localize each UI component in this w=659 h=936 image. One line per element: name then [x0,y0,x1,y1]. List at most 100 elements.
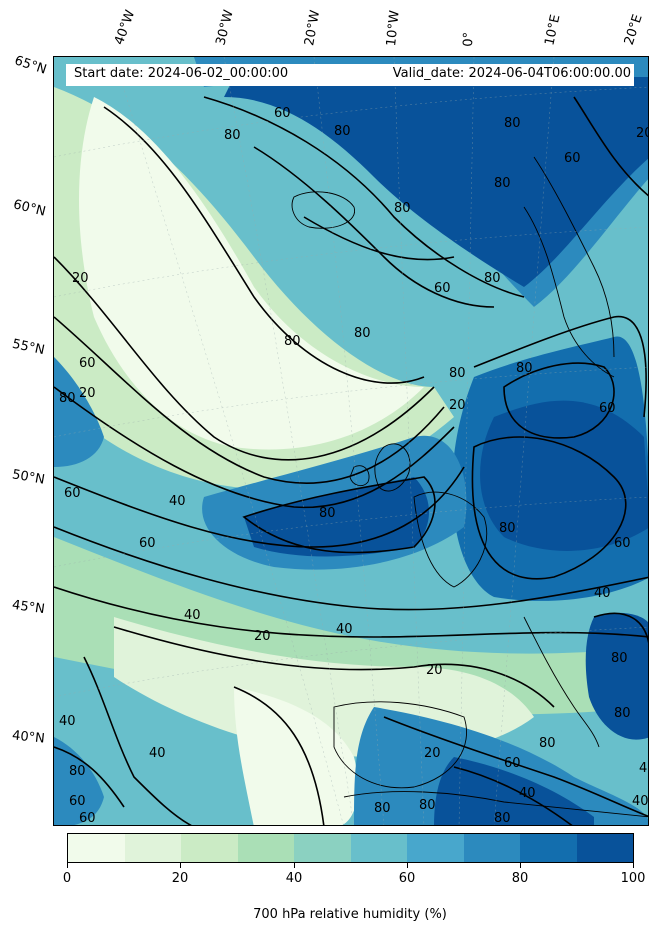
moist-southeast-core-region [434,757,594,825]
lat-label-45n: 45°N [11,597,46,618]
contour-label: 80 [494,811,511,826]
contour-line [54,746,125,808]
contour-line [54,316,445,484]
contour-line [503,362,615,439]
contour-label: 40 [59,714,76,729]
contour-label: 40 [519,786,536,801]
contour-label: 60 [69,794,86,809]
contour-label: 80 [59,391,76,406]
colorbar-segment [181,834,238,862]
contour-line [303,216,455,261]
contour-label: 20 [426,663,443,678]
colorbar-tick-label: 20 [171,871,189,886]
contour-label: 80 [494,176,511,191]
colorbar-tick [407,863,408,868]
colorbar-segment [350,834,407,862]
lat-label-65n: 65°N [12,53,49,78]
very-moist-central-region [244,477,429,557]
lon-label-30w: 30°W [213,8,237,47]
contour-line [54,586,648,638]
contour-label: 80 [516,361,533,376]
coastline-italy [523,616,600,748]
contour-label: 40 [184,608,201,623]
contour-label: 40 [639,761,649,776]
contour-line [453,766,573,825]
colorbar-segment [463,834,520,862]
very-moist-east-region [480,400,648,551]
moist-west-edge-region [54,357,104,467]
graticule-line [113,57,344,825]
colorbar-tick [67,863,68,868]
colorbar-tick [520,863,521,868]
colorbar-title: 700 hPa relative humidity (%) [253,907,447,922]
contour-line [103,106,425,384]
graticule-line [393,57,425,825]
colorbar-tick-label: 60 [398,871,416,886]
very-moist-north-region [224,77,648,287]
contour-label: 80 [419,798,436,813]
contour-label: 60 [599,401,616,416]
colorbar-segment [124,834,181,862]
map-panel: 80 80 60 80 80 80 60 20 20 60 80 80 80 8… [53,56,649,826]
start-date-label: Start date: 2024-06-02_00:00:00 [74,66,289,81]
contour-line [383,716,648,818]
lat-label-40n: 40°N [11,728,46,747]
graticule-line [493,57,555,825]
colorbar-segment [576,834,633,862]
contour-label: 40 [149,746,166,761]
lon-label-40w: 40°W [111,8,139,47]
contour-label: 40 [336,622,353,637]
contour-label: 20 [449,398,466,413]
contour-line [473,315,647,418]
moist-southeast-region [354,707,648,825]
colorbar-segment [294,834,351,862]
contour-label: 60 [614,536,631,551]
contour-label: 40 [594,586,611,601]
contour-label: 80 [394,201,411,216]
contour-line [253,146,495,308]
graticule-line [54,86,648,158]
contour-label: 60 [504,756,521,771]
contour-label: 60 [79,811,96,826]
colorbar-tick-label: 0 [62,871,72,886]
colorbar-segment [407,834,464,862]
graticule-line [54,226,648,298]
contour-lines [54,96,648,825]
contour-line [593,612,648,645]
colorbar-tick [633,863,634,868]
coastlines [291,156,648,818]
lon-label-10e: 10°E [542,13,564,48]
contour-label: 80 [499,521,516,536]
colorbar-tick [180,863,181,868]
colorbar-segment [237,834,294,862]
contour-line [83,656,193,825]
contour-line [242,476,436,554]
graticule [54,57,648,825]
lat-label-55n: 55°N [10,336,46,359]
graticule-line [54,366,648,438]
contour-label: 80 [334,124,351,139]
contour-label: 80 [224,128,241,143]
contour-line [54,256,435,461]
contour-label: 20 [424,746,441,761]
graticule-line [313,57,385,825]
contour-label: 80 [539,736,556,751]
coastline-france [413,491,488,588]
contour-line [113,626,555,708]
contour-label: 20 [636,126,649,141]
coastline-ireland [349,465,370,487]
contour-line [203,96,525,298]
contour-line [54,386,455,509]
contour-label: 80 [374,801,391,816]
contour-label: 80 [284,334,301,349]
contour-label: 80 [614,706,631,721]
contour-label: 60 [139,536,156,551]
coastline-iceland [291,191,356,229]
graticule-line [458,57,475,825]
contour-line [233,686,325,825]
contour-line [54,526,648,611]
contour-label: 60 [274,106,291,121]
graticule-line [223,57,354,825]
colorbar-tick-label: 100 [620,871,646,886]
contour-label: 40 [169,494,186,509]
